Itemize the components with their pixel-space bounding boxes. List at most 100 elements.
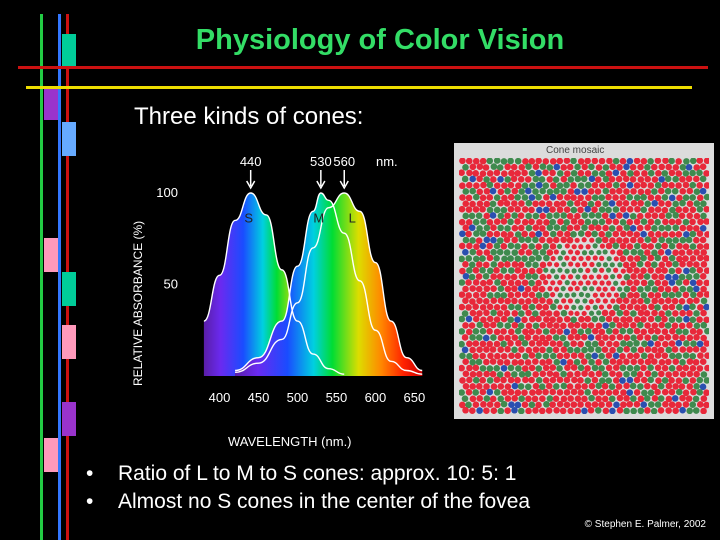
cone-dot [580,175,588,183]
cone-dot [466,340,473,348]
cone-dot [622,249,630,256]
cone-dot [651,273,659,280]
cone-dot [532,285,539,292]
cone-dot [699,187,707,195]
cone-dot [587,200,595,208]
cone-dot [588,274,595,280]
cone-dot [693,297,700,304]
cone-dot [521,243,528,250]
cone-dot [521,365,529,372]
cone-dot [689,169,696,177]
cone-dot [494,401,501,409]
cone-dot [566,224,574,232]
cone-dot [616,297,623,304]
cone-dot [501,170,508,177]
cone-dot [668,254,676,262]
cone-dot [528,364,536,372]
cone-dot [650,163,658,171]
cone-dot [522,158,529,165]
cone-dot [514,316,521,323]
cone-dot [535,303,543,311]
cone-dot [497,261,505,269]
cone-dot [511,261,519,268]
cone-dot [536,267,543,275]
cone-dot [617,262,623,268]
cone-dot [626,279,633,287]
cone-dot [658,359,666,366]
cone-dot [482,272,490,280]
cone-dot [612,218,620,226]
cone-dot [616,407,624,414]
decor-swatch-cyan-2 [62,272,76,306]
cone-dot [571,376,578,384]
cone-dot [640,194,647,201]
cone-dot [686,370,694,378]
cone-dot [654,158,662,164]
cone-dot [594,176,602,184]
cone-dot [518,273,526,280]
cone-dot [595,346,602,354]
cone-dot [539,248,547,256]
cone-dot [613,256,619,262]
cone-dot [563,389,571,396]
cone-dot [644,200,651,208]
cone-dot [699,273,707,280]
cone-dot [605,193,612,201]
cone-dot [486,401,494,408]
cone-dot [535,243,542,250]
cone-dot [560,358,567,366]
cone-dot [640,328,648,336]
cone-dot [612,389,620,396]
cone-dot [623,163,630,171]
cone-dot [678,298,686,305]
cone-dot [525,407,532,414]
slide-subtitle: Three kinds of cones: [134,103,364,130]
cone-dot [493,169,501,177]
cone-dot [532,346,540,353]
cone-dot [570,218,578,225]
cone-dot [483,200,491,208]
cone-dot [679,346,687,353]
cone-dot [543,219,550,226]
cone-dot [511,371,518,378]
cone-dot [563,376,571,384]
cone-dot [472,170,480,177]
cone-dot [661,364,669,372]
cone-dot [679,175,686,183]
cone-dot [528,169,536,177]
decor-blue-line [58,14,61,540]
cone-dot [633,182,641,189]
cone-dot [584,315,592,323]
cone-dot [601,395,609,403]
cone-dot [554,286,560,292]
cone-dot [542,206,550,214]
cone-dot [521,194,529,201]
cone-dot [504,371,511,378]
cone-dot [661,242,668,250]
cone-dot [675,231,683,238]
cone-dot [633,279,640,286]
cone-dot [616,394,624,402]
cone-dot [578,316,585,323]
cone-dot [522,376,529,384]
cone-dot [570,401,578,408]
cone-dot [686,383,694,390]
cone-dot [602,175,610,183]
cone-dot [567,286,574,292]
cone-dot [584,389,591,396]
cone-dot [619,377,626,384]
decor-swatch-pink-3 [44,438,58,472]
cone-dot [644,334,651,341]
cone-dot [479,340,487,348]
cone-dot [654,181,662,189]
cone-dot [683,304,690,311]
cone-dot [479,327,487,335]
cone-dot [532,322,540,330]
cone-dot [521,230,528,238]
cone-dot [469,187,476,195]
cone-dot [486,254,494,262]
cone-dot [679,187,687,195]
cone-dot [469,407,476,414]
cone-dot [644,322,651,329]
cone-dot [487,352,494,360]
